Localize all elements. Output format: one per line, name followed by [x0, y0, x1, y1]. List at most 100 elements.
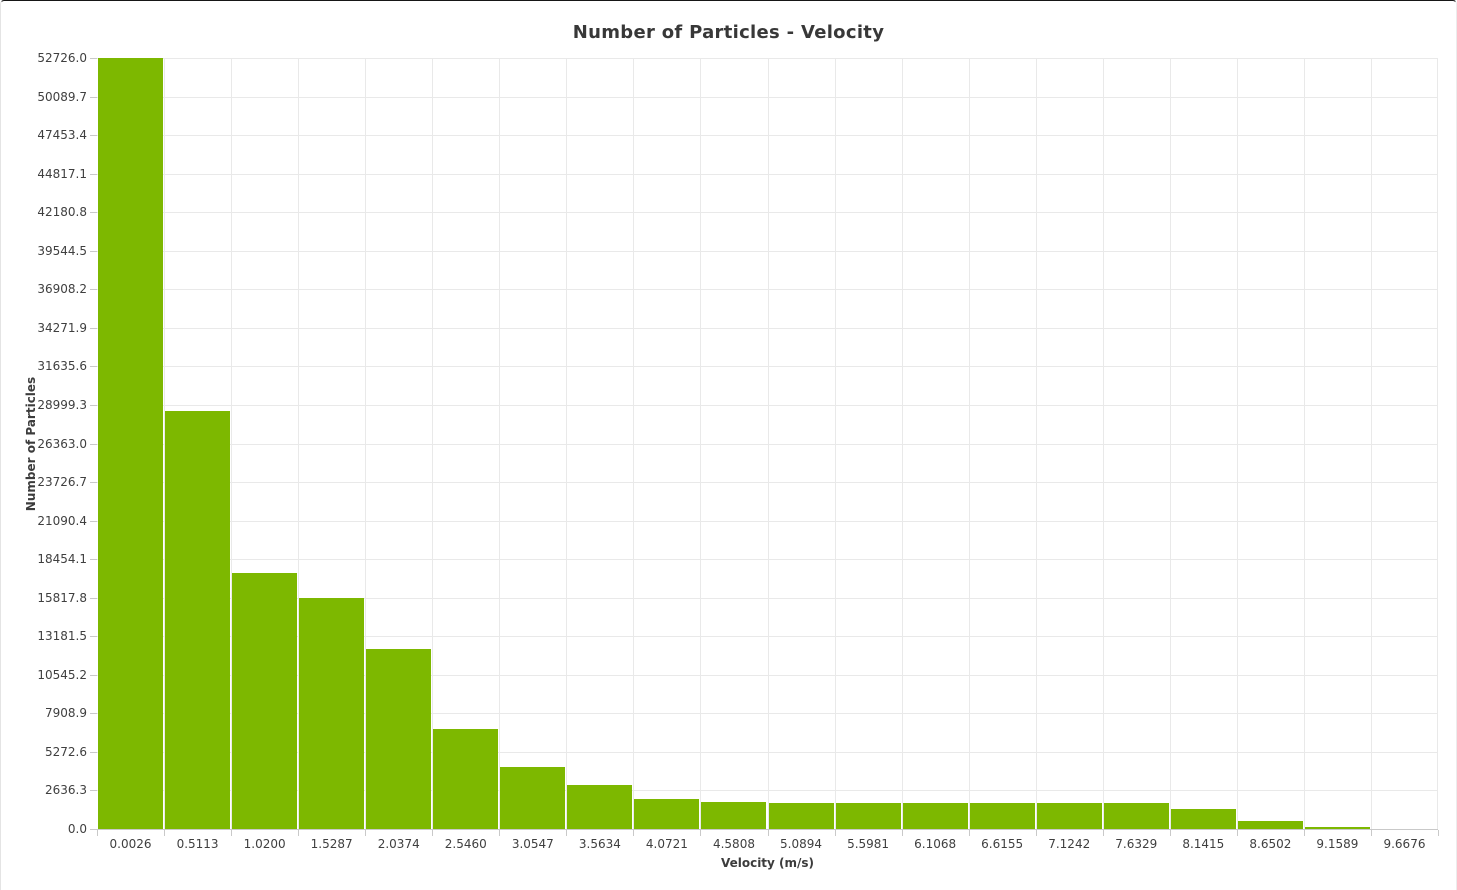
x-tick-label: 7.6329	[1115, 837, 1158, 851]
y-tick-label: 44817.1	[37, 166, 87, 181]
histogram-bar[interactable]	[433, 728, 499, 829]
histogram-bar[interactable]	[500, 766, 566, 829]
y-tick-mark	[90, 751, 97, 753]
x-tick-label: 4.0721	[645, 837, 688, 851]
x-tick-mark	[164, 830, 165, 836]
y-tick-label: 10545.2	[37, 667, 87, 682]
x-tick-mark	[432, 830, 433, 836]
gridline-vertical	[1237, 58, 1238, 829]
y-tick-label: 2636.3	[45, 783, 87, 798]
x-tick-label: 0.5113	[176, 837, 219, 851]
y-tick-mark	[90, 96, 97, 98]
histogram-bar[interactable]	[902, 803, 968, 829]
x-tick-mark	[1036, 830, 1037, 836]
y-tick-label: 39544.5	[37, 243, 87, 258]
gridline-vertical	[1437, 58, 1438, 829]
gridline-vertical	[700, 58, 701, 829]
histogram-bar[interactable]	[1036, 803, 1102, 829]
histogram-bar[interactable]	[299, 597, 365, 829]
x-tick-mark	[97, 830, 98, 836]
x-tick-label: 1.5287	[310, 837, 353, 851]
y-tick-label: 47453.4	[37, 128, 87, 143]
gridline-horizontal	[97, 674, 1438, 676]
gridline-horizontal	[97, 366, 1438, 368]
y-tick-label: 7908.9	[45, 706, 87, 721]
x-tick-label: 3.0547	[511, 837, 554, 851]
y-tick-label: 34271.9	[37, 320, 87, 335]
gridline-vertical	[902, 58, 903, 829]
x-tick-mark	[700, 830, 701, 836]
x-tick-mark	[633, 830, 634, 836]
y-tick-mark	[90, 482, 97, 484]
x-tick-label: 4.5808	[712, 837, 755, 851]
histogram-bar[interactable]	[701, 801, 767, 829]
histogram-bar[interactable]	[232, 572, 298, 829]
gridline-horizontal	[97, 443, 1438, 445]
plot-area	[97, 58, 1438, 830]
histogram-bar[interactable]	[1304, 826, 1370, 829]
histogram-bar[interactable]	[567, 785, 633, 829]
y-tick-label: 23726.7	[37, 475, 87, 490]
y-tick-label: 13181.5	[37, 629, 87, 644]
x-tick-label: 9.1589	[1316, 837, 1359, 851]
histogram-bar[interactable]	[1170, 809, 1236, 829]
x-tick-label: 0.0026	[109, 837, 152, 851]
x-tick-mark	[231, 830, 232, 836]
histogram-bar[interactable]	[165, 410, 231, 829]
histogram-bar[interactable]	[768, 802, 834, 829]
gridline-horizontal	[97, 96, 1438, 98]
gridline-vertical	[1371, 58, 1372, 829]
x-axis-title: Velocity (m/s)	[720, 856, 815, 870]
y-tick-mark	[90, 58, 97, 59]
gridline-horizontal	[97, 404, 1438, 406]
y-tick-mark	[90, 674, 97, 676]
x-tick-mark	[365, 830, 366, 836]
x-tick-label: 2.0374	[377, 837, 420, 851]
gridline-vertical	[633, 58, 634, 829]
gridline-vertical	[566, 58, 567, 829]
gridline-horizontal	[97, 636, 1438, 638]
y-tick-mark	[90, 366, 97, 368]
y-tick-label: 15817.8	[37, 590, 87, 605]
x-tick-mark	[566, 830, 567, 836]
gridline-vertical	[164, 58, 165, 829]
x-tick-mark	[1438, 830, 1439, 836]
x-tick-mark	[835, 830, 836, 836]
gridline-horizontal	[97, 520, 1438, 522]
y-tick-mark	[90, 713, 97, 715]
y-tick-label: 5272.6	[45, 744, 87, 759]
x-tick-mark	[499, 830, 500, 836]
gridline-vertical	[768, 58, 769, 829]
gridline-vertical	[1103, 58, 1104, 829]
y-tick-mark	[90, 212, 97, 214]
histogram-bar[interactable]	[634, 798, 700, 829]
chart-title: Number of Particles - Velocity	[572, 22, 885, 43]
histogram-bar[interactable]	[98, 58, 164, 829]
x-tick-mark	[1304, 830, 1305, 836]
histogram-bar[interactable]	[835, 802, 901, 829]
x-tick-mark	[1170, 830, 1171, 836]
gridline-horizontal	[97, 250, 1438, 252]
histogram-bar[interactable]	[1103, 803, 1169, 829]
x-tick-label: 8.6502	[1249, 837, 1292, 851]
x-tick-label: 8.1415	[1182, 837, 1225, 851]
y-tick-mark	[90, 173, 97, 175]
histogram-bar[interactable]	[969, 803, 1035, 829]
y-tick-label: 52726.0	[37, 51, 87, 65]
x-tick-mark	[768, 830, 769, 836]
x-tick-label: 6.6155	[981, 837, 1024, 851]
gridline-horizontal	[97, 559, 1438, 561]
gridline-vertical	[298, 58, 299, 829]
x-tick-label: 5.0894	[780, 837, 823, 851]
y-tick-label: 42180.8	[37, 205, 87, 220]
histogram-bar[interactable]	[1237, 820, 1303, 829]
gridline-horizontal	[97, 327, 1438, 329]
y-tick-mark	[90, 829, 97, 830]
x-tick-mark	[1371, 830, 1372, 836]
histogram-bar[interactable]	[366, 648, 432, 829]
gridline-horizontal	[97, 790, 1438, 792]
gridline-horizontal	[97, 135, 1438, 137]
y-tick-label: 36908.2	[37, 282, 87, 297]
x-tick-mark	[1237, 830, 1238, 836]
